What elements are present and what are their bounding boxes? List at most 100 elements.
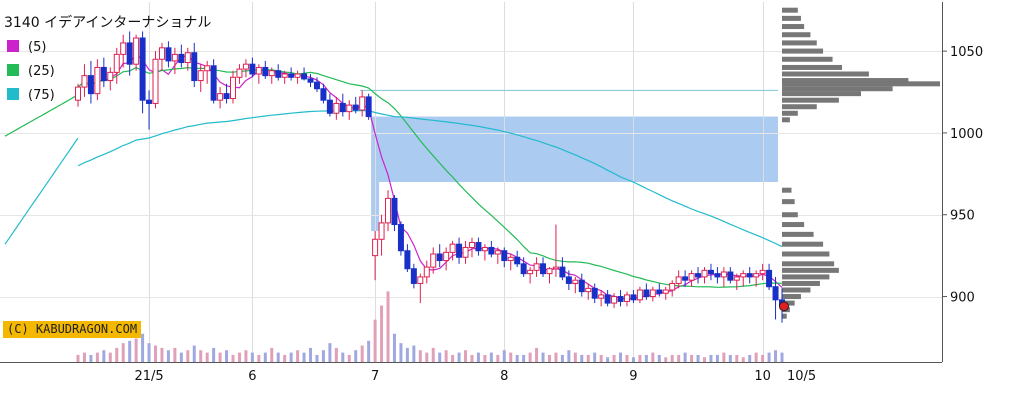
volume-bar xyxy=(483,354,487,362)
candle-body xyxy=(242,63,249,70)
candle-body xyxy=(255,66,262,75)
candle-body xyxy=(753,273,760,278)
current-price-marker xyxy=(779,301,789,312)
candle xyxy=(255,64,262,84)
volume-bar xyxy=(147,343,151,362)
candle xyxy=(217,87,224,109)
profile-bar xyxy=(782,261,835,267)
candle-body xyxy=(656,289,663,294)
volume-bar xyxy=(405,347,409,362)
volume-bar xyxy=(283,354,287,362)
volume-bar xyxy=(179,352,183,362)
candle xyxy=(87,60,94,104)
candle-body xyxy=(120,42,127,55)
volume-bar xyxy=(418,350,422,362)
volume-bar xyxy=(386,291,390,362)
candle xyxy=(249,57,256,78)
volume-bar xyxy=(341,352,345,362)
volume-bar xyxy=(476,352,480,362)
candle xyxy=(649,286,656,302)
volume-bar xyxy=(289,352,293,362)
candle xyxy=(540,257,547,277)
volume-bar xyxy=(399,343,403,362)
candle xyxy=(146,90,153,130)
candle xyxy=(268,67,275,84)
ma75-line xyxy=(77,109,783,248)
volume-bar xyxy=(392,333,396,362)
candle xyxy=(546,267,553,284)
candle-body xyxy=(249,63,256,75)
volume-bar xyxy=(457,352,461,362)
volume-bar xyxy=(748,354,752,362)
volume-bar xyxy=(212,347,216,362)
profile-bar xyxy=(782,187,792,193)
candle xyxy=(417,273,424,304)
candle-body xyxy=(591,287,598,299)
volume-bar xyxy=(380,305,384,362)
candle xyxy=(372,231,379,281)
candle xyxy=(210,59,217,104)
candle-body xyxy=(643,289,650,298)
candle xyxy=(178,44,185,68)
candle xyxy=(688,270,695,287)
candle xyxy=(520,257,527,277)
chart-title: 3140 イデアインターナショナル xyxy=(4,14,211,31)
candle-body xyxy=(669,282,676,291)
candle xyxy=(404,244,411,272)
volume-bar xyxy=(425,352,429,362)
volume-bar xyxy=(121,343,125,362)
legend-label-ma5: (5) xyxy=(28,40,46,55)
candle xyxy=(391,195,398,232)
volume-bar xyxy=(625,354,629,362)
volume-bar xyxy=(166,350,170,362)
profile-bar xyxy=(782,7,798,13)
volume-bar xyxy=(154,345,158,362)
candle xyxy=(423,260,430,284)
y-tick-label: 900 xyxy=(950,291,975,306)
y-tick-label: 950 xyxy=(950,209,975,224)
volume-bar xyxy=(560,354,564,362)
candle xyxy=(100,57,107,88)
volume-bar xyxy=(754,352,758,362)
candle xyxy=(223,83,230,104)
volume-bar xyxy=(218,352,222,362)
candle-body xyxy=(378,222,385,240)
candle-body xyxy=(294,73,301,78)
volume-bar xyxy=(515,354,519,362)
volume-bar xyxy=(567,350,571,362)
candle xyxy=(533,257,540,277)
profile-bar xyxy=(782,48,824,54)
profile-bar xyxy=(782,86,893,92)
candle xyxy=(158,42,165,71)
candle-body xyxy=(288,73,295,78)
candle xyxy=(107,67,114,91)
candle-body xyxy=(113,53,120,73)
candle xyxy=(772,276,779,320)
profile-bar xyxy=(782,274,830,280)
candle-body xyxy=(184,52,191,64)
candle xyxy=(527,267,534,284)
candle xyxy=(488,240,495,258)
candle xyxy=(301,67,308,81)
candlesticks xyxy=(75,31,785,323)
volume-bar xyxy=(464,350,468,362)
volume-bar xyxy=(263,352,267,362)
x-tick-label: 6 xyxy=(248,369,256,384)
volume-bar xyxy=(496,354,500,362)
volume-bar xyxy=(664,357,668,362)
volume-bar xyxy=(709,354,713,362)
candle-body xyxy=(507,256,514,262)
profile-bar xyxy=(782,78,909,84)
candle-body xyxy=(230,76,237,100)
volume-bar xyxy=(354,350,358,362)
candle-body xyxy=(359,96,366,111)
candle-body xyxy=(462,246,469,258)
candle xyxy=(346,100,353,120)
volume-bar xyxy=(192,345,196,362)
volume-bar xyxy=(702,357,706,362)
candle-body xyxy=(623,294,630,302)
candle-body xyxy=(527,269,534,275)
candle xyxy=(339,93,346,117)
profile-bar xyxy=(782,212,798,218)
profile-bar xyxy=(782,71,869,77)
